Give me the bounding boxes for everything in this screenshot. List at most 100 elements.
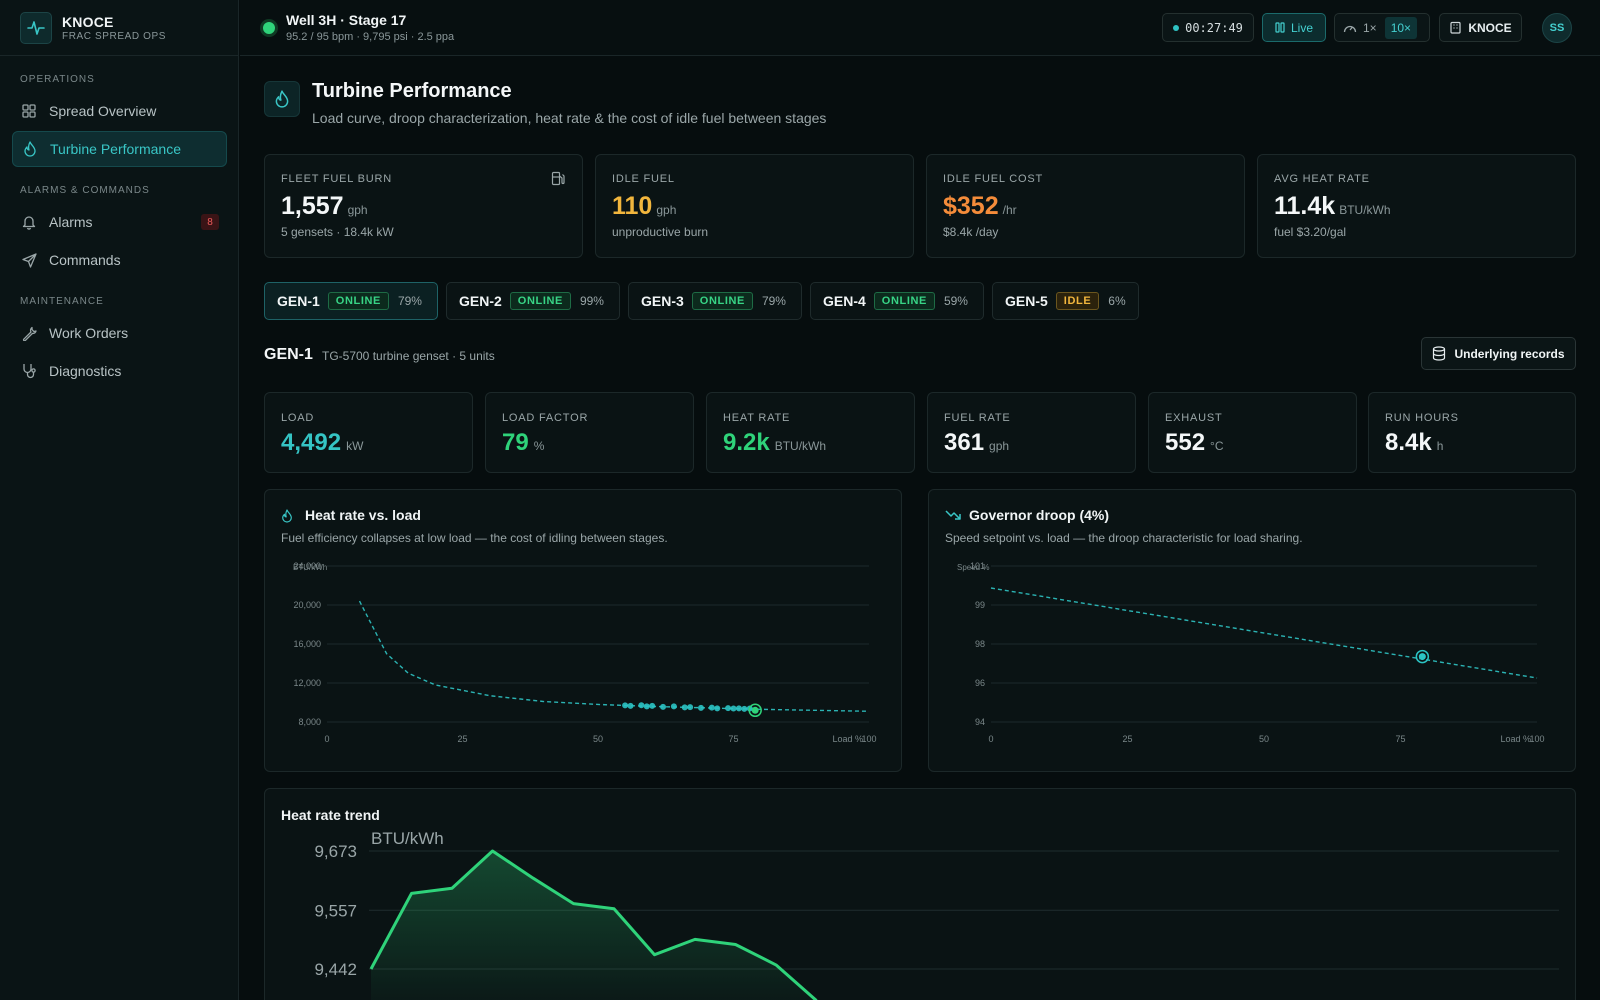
- gen-name: GEN-5: [1005, 293, 1048, 309]
- grid-icon: [21, 103, 37, 119]
- y-axis-label: Speed %: [957, 563, 989, 572]
- trend-area: [371, 851, 816, 1000]
- kpi-note: unproductive burn: [612, 225, 709, 239]
- gen-name: GEN-4: [823, 293, 866, 309]
- sidebar-item-alarms[interactable]: Alarms 8: [12, 204, 227, 240]
- y-tick-label: 99: [975, 600, 985, 610]
- y-tick-label: 101: [970, 561, 985, 571]
- kpi-value: 110 gph: [612, 192, 677, 220]
- heat-rate-curve: [358, 600, 870, 712]
- section-label-alarms: ALARMS & COMMANDS: [20, 185, 150, 196]
- underlying-records-button[interactable]: Underlying records: [1421, 337, 1576, 370]
- speed-10x-button[interactable]: 10×: [1384, 16, 1418, 39]
- sidebar-item-work-orders[interactable]: Work Orders: [12, 315, 227, 351]
- status-badge: ONLINE: [509, 292, 571, 310]
- kpi-value: 11.4k BTU/kWh: [1274, 192, 1391, 220]
- timer-value: 00:27:49: [1185, 20, 1243, 35]
- gen-load-pct: 79%: [761, 294, 786, 308]
- y-tick-label: 9,442: [314, 960, 357, 979]
- org-switcher[interactable]: KNOCE: [1439, 13, 1522, 42]
- heat-rate-trend-card: Heat rate trend 9,442 9,557 9,673 BTU/kWh: [264, 788, 1576, 1000]
- chart-subtitle: Fuel efficiency collapses at low load — …: [281, 531, 668, 545]
- top-bar: Well 3H · Stage 17 95.2 / 95 bpm · 9,795…: [240, 0, 1600, 56]
- current-operating-point: [748, 703, 762, 718]
- pulse-icon: [20, 11, 52, 44]
- status-badge: IDLE: [1055, 292, 1100, 310]
- elapsed-timer: 00:27:49: [1162, 13, 1254, 42]
- y-axis-label: BTU/kWh: [371, 829, 444, 848]
- tab-gen-2[interactable]: GEN-2 ONLINE 99%: [446, 282, 620, 320]
- metric-run-hours: RUN HOURS 8.4k h: [1368, 392, 1576, 473]
- alarm-count-badge: 8: [201, 214, 219, 230]
- x-axis-label: Load %: [832, 734, 863, 744]
- kpi-label: AVG HEAT RATE: [1274, 173, 1370, 185]
- chart-subtitle: Speed setpoint vs. load — the droop char…: [945, 531, 1303, 545]
- operating-point: [681, 704, 688, 711]
- kpi-label: IDLE FUEL: [612, 173, 675, 185]
- main-content: Turbine Performance Load curve, droop ch…: [240, 56, 1600, 1000]
- y-tick-label: 9,673: [314, 842, 357, 861]
- section-label-operations: OPERATIONS: [20, 74, 95, 85]
- selected-gen-description: TG-5700 turbine genset · 5 units: [322, 349, 495, 363]
- x-axis-label: Load %: [1500, 734, 1531, 744]
- x-tick-label: 75: [1395, 734, 1405, 744]
- y-tick-label: 9,557: [314, 901, 357, 920]
- database-icon: [1432, 346, 1446, 361]
- operating-point: [660, 703, 667, 710]
- tab-gen-4[interactable]: GEN-4 ONLINE 59%: [810, 282, 984, 320]
- x-tick-label: 50: [1259, 734, 1269, 744]
- tab-gen-1[interactable]: GEN-1 ONLINE 79%: [264, 282, 438, 320]
- kpi-idle-fuel: IDLE FUEL 110 gph unproductive burn: [595, 154, 914, 258]
- flame-icon: [22, 141, 38, 157]
- org-label: KNOCE: [1468, 20, 1512, 35]
- operating-point: [714, 705, 721, 712]
- tab-gen-5[interactable]: GEN-5 IDLE 6%: [992, 282, 1139, 320]
- metric-value: 8.4k h: [1385, 429, 1444, 456]
- kpi-note: $8.4k /day: [943, 225, 999, 239]
- x-tick-label: 75: [728, 734, 738, 744]
- kpi-label: FLEET FUEL BURN: [281, 173, 393, 185]
- fuel-pump-icon: [551, 171, 566, 186]
- metric-value: 4,492 kW: [281, 429, 364, 456]
- flame-icon: [264, 81, 300, 117]
- sidebar-item-diagnostics[interactable]: Diagnostics: [12, 353, 227, 389]
- sidebar-item-label: Spread Overview: [49, 103, 157, 119]
- operating-point: [735, 705, 742, 712]
- flame-icon: [281, 509, 293, 523]
- page-title: Turbine Performance: [312, 80, 512, 102]
- operating-point: [741, 705, 748, 712]
- kpi-idle-fuel-cost: IDLE FUEL COST $352/hr $8.4k /day: [926, 154, 1245, 258]
- x-tick-label: 25: [457, 734, 467, 744]
- brand[interactable]: KNOCE FRAC SPREAD OPS: [0, 0, 238, 56]
- user-avatar[interactable]: SS: [1542, 13, 1572, 43]
- gen-load-pct: 99%: [579, 294, 604, 308]
- trend-down-icon: [945, 509, 961, 521]
- live-button[interactable]: Live: [1262, 13, 1326, 42]
- operating-point: [649, 702, 656, 709]
- section-label-maintenance: MAINTENANCE: [20, 296, 104, 307]
- bell-icon: [21, 214, 37, 230]
- heat-rate-vs-load-plot: 8,000 12,000 16,000 20,000 24,000 0 25 50 75 100 B…: [293, 561, 877, 744]
- sidebar-item-turbine-performance[interactable]: Turbine Performance: [12, 131, 227, 167]
- operating-point: [670, 703, 677, 710]
- operating-point: [730, 705, 737, 712]
- kpi-value: 1,557 gph: [281, 192, 368, 220]
- y-tick-label: 24,000: [293, 561, 321, 571]
- metric-label: HEAT RATE: [723, 412, 791, 424]
- records-label: Underlying records: [1454, 346, 1565, 361]
- sidebar-item-commands[interactable]: Commands: [12, 242, 227, 278]
- speed-1x-button[interactable]: 1×: [1363, 20, 1377, 35]
- y-tick-label: 98: [975, 639, 985, 649]
- tab-gen-3[interactable]: GEN-3 ONLINE 79%: [628, 282, 802, 320]
- metric-load-factor: LOAD FACTOR 79%: [485, 392, 694, 473]
- heat-rate-trend-plot: 9,442 9,557 9,673 BTU/kWh: [314, 829, 1559, 1000]
- status-badge: ONLINE: [327, 292, 389, 310]
- x-tick-label: 50: [593, 734, 603, 744]
- metric-label: EXHAUST: [1165, 412, 1223, 424]
- send-icon: [21, 252, 37, 268]
- operating-point: [643, 703, 650, 710]
- brand-name: KNOCE: [62, 13, 114, 30]
- metric-value: 79%: [502, 429, 545, 456]
- current-operating-point-dot: [1418, 653, 1426, 661]
- sidebar-item-spread-overview[interactable]: Spread Overview: [12, 93, 227, 129]
